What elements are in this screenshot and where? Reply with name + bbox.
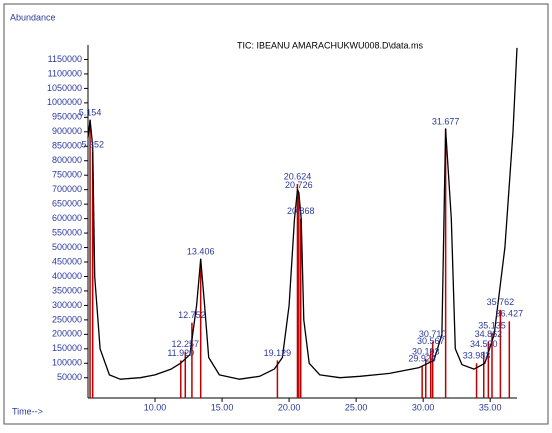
- y-tick-label: 600000: [52, 213, 82, 223]
- y-axis-label: Abundance: [10, 12, 56, 22]
- peak-label: 20.624: [284, 171, 312, 181]
- y-tick-label: 1100000: [48, 68, 82, 78]
- y-tick-label: 300000: [52, 300, 82, 310]
- y-tick-label: 450000: [52, 256, 82, 266]
- peak-label: 20.726: [285, 180, 313, 190]
- frame: [3, 3, 549, 425]
- y-tick-label: 200000: [52, 329, 82, 339]
- peak-label: 36.427: [496, 309, 524, 319]
- y-tick-label: 900000: [52, 126, 82, 136]
- peak-label: 19.129: [264, 348, 292, 358]
- peak-label: 31.677: [432, 116, 460, 126]
- x-tick-label: 30.00: [412, 402, 435, 412]
- y-tick-label: 1150000: [48, 54, 82, 64]
- y-tick-label: 350000: [52, 285, 82, 295]
- y-tick-label: 400000: [52, 271, 82, 281]
- y-tick-label: 750000: [52, 170, 82, 180]
- y-tick-label: 50000: [57, 372, 82, 382]
- y-tick-label: 850000: [52, 141, 82, 151]
- x-tick-label: 10.00: [144, 402, 167, 412]
- peak-label: 30.710: [419, 329, 447, 339]
- x-tick-label: 35.00: [479, 402, 502, 412]
- y-tick-label: 1000000: [47, 97, 82, 107]
- y-tick-label: 1050000: [47, 83, 82, 93]
- y-tick-label: 550000: [52, 227, 82, 237]
- peak-label: 33.983: [463, 351, 491, 361]
- peak-label: 34.520: [470, 339, 498, 349]
- peak-label: 5.352: [81, 139, 104, 149]
- trace: [87, 47, 518, 380]
- peak-label: 12.752: [178, 310, 206, 320]
- peak-label: 34.862: [475, 329, 503, 339]
- x-tick-label: 25.00: [345, 402, 368, 412]
- y-tick-label: 250000: [52, 314, 82, 324]
- peak-label: 35.762: [487, 297, 515, 307]
- y-tick-label: 800000: [52, 155, 82, 165]
- peak-label: 30.567: [417, 336, 445, 346]
- x-tick-label: 20.00: [278, 402, 301, 412]
- peak-label: 12.257: [172, 339, 200, 349]
- peak-label: 35.135: [478, 320, 506, 330]
- chart-title: TIC: IBEANU AMARACHUKWU008.D\data.ms: [237, 40, 424, 50]
- y-tick-label: 700000: [52, 184, 82, 194]
- peak-label: 29.924: [408, 354, 436, 364]
- y-tick-label: 950000: [52, 112, 82, 122]
- peak-label: 20.868: [287, 206, 315, 216]
- y-tick-label: 650000: [52, 199, 82, 209]
- peak-label: 5.154: [79, 108, 102, 118]
- peak-label: 30.193: [412, 346, 440, 356]
- peak-label: 11.920: [167, 348, 194, 358]
- y-tick-label: 100000: [52, 358, 82, 368]
- y-tick-label: 150000: [52, 343, 82, 353]
- y-tick-label: 500000: [52, 242, 82, 252]
- x-tick-label: 15.00: [211, 402, 234, 412]
- peak-label: 13.406: [187, 246, 215, 256]
- x-axis-label: Time-->: [12, 406, 43, 416]
